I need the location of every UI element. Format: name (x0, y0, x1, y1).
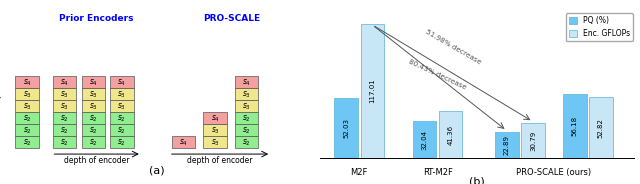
FancyBboxPatch shape (15, 76, 39, 89)
Text: 51.98% decrease: 51.98% decrease (424, 28, 482, 65)
FancyBboxPatch shape (204, 124, 227, 137)
FancyBboxPatch shape (110, 137, 134, 148)
Text: $s_3$: $s_3$ (211, 137, 220, 148)
Text: input tokens: input tokens (0, 57, 2, 105)
Text: 117.01: 117.01 (369, 79, 375, 103)
Bar (495, 132, 518, 158)
FancyBboxPatch shape (235, 76, 259, 89)
Bar (360, 24, 384, 158)
Text: 80.43% decrease: 80.43% decrease (408, 58, 467, 90)
Text: $s_2$: $s_2$ (89, 113, 98, 124)
FancyBboxPatch shape (53, 100, 77, 112)
Text: $s_3$: $s_3$ (243, 101, 252, 112)
Text: depth of encoder: depth of encoder (64, 156, 129, 165)
FancyBboxPatch shape (235, 124, 259, 137)
FancyBboxPatch shape (172, 137, 195, 148)
FancyBboxPatch shape (110, 112, 134, 124)
Text: 32.04: 32.04 (422, 130, 428, 150)
Bar (521, 123, 545, 158)
Text: $s_4$: $s_4$ (117, 77, 127, 88)
Text: 22.89: 22.89 (504, 135, 510, 155)
Text: $s_3$: $s_3$ (211, 125, 220, 136)
Text: $s_2$: $s_2$ (60, 113, 69, 124)
Text: $s_3$: $s_3$ (243, 89, 252, 100)
Text: $s_3$: $s_3$ (22, 101, 31, 112)
Bar (439, 111, 463, 158)
Text: $s_2$: $s_2$ (89, 125, 98, 136)
FancyBboxPatch shape (110, 89, 134, 100)
FancyBboxPatch shape (110, 100, 134, 112)
FancyBboxPatch shape (82, 137, 105, 148)
Text: $s_2$: $s_2$ (89, 137, 98, 148)
Text: depth of encoder: depth of encoder (188, 156, 253, 165)
Text: $s_4$: $s_4$ (211, 113, 220, 124)
FancyBboxPatch shape (82, 89, 105, 100)
Text: $s_2$: $s_2$ (243, 113, 251, 124)
Text: $s_2$: $s_2$ (60, 125, 69, 136)
FancyBboxPatch shape (82, 76, 105, 89)
FancyBboxPatch shape (82, 124, 105, 137)
Text: $s_2$: $s_2$ (60, 137, 69, 148)
Text: $s_3$: $s_3$ (89, 89, 98, 100)
FancyBboxPatch shape (15, 137, 39, 148)
Legend: PQ (%), Enc. GFLOPs: PQ (%), Enc. GFLOPs (566, 13, 633, 41)
Bar (413, 121, 436, 158)
Text: $s_4$: $s_4$ (179, 137, 188, 148)
FancyBboxPatch shape (235, 100, 259, 112)
Text: $s_2$: $s_2$ (243, 137, 251, 148)
FancyBboxPatch shape (235, 112, 259, 124)
FancyBboxPatch shape (235, 137, 259, 148)
Text: $s_3$: $s_3$ (117, 89, 127, 100)
Text: $s_4$: $s_4$ (89, 77, 98, 88)
FancyBboxPatch shape (53, 124, 77, 137)
Text: 30.79: 30.79 (530, 130, 536, 151)
FancyBboxPatch shape (53, 112, 77, 124)
FancyBboxPatch shape (235, 89, 259, 100)
FancyBboxPatch shape (82, 100, 105, 112)
Text: $s_3$: $s_3$ (117, 101, 127, 112)
FancyBboxPatch shape (110, 124, 134, 137)
FancyBboxPatch shape (15, 89, 39, 100)
Text: $s_3$: $s_3$ (89, 101, 98, 112)
FancyBboxPatch shape (204, 137, 227, 148)
FancyBboxPatch shape (110, 76, 134, 89)
Text: Prior Encoders: Prior Encoders (60, 14, 134, 23)
Text: $s_2$: $s_2$ (23, 137, 31, 148)
Bar (334, 98, 358, 158)
Text: $s_3$: $s_3$ (60, 101, 69, 112)
FancyBboxPatch shape (53, 76, 77, 89)
Text: (a): (a) (149, 166, 164, 176)
Text: 56.18: 56.18 (572, 116, 578, 136)
Text: $s_2$: $s_2$ (118, 113, 126, 124)
Text: $s_2$: $s_2$ (243, 125, 251, 136)
Text: (b): (b) (469, 177, 484, 184)
Text: $s_4$: $s_4$ (60, 77, 69, 88)
Text: 52.03: 52.03 (343, 118, 349, 138)
FancyBboxPatch shape (204, 112, 227, 124)
Text: $s_4$: $s_4$ (242, 77, 252, 88)
FancyBboxPatch shape (53, 137, 77, 148)
FancyBboxPatch shape (15, 100, 39, 112)
Text: 41.36: 41.36 (447, 124, 454, 144)
Bar (589, 98, 612, 158)
Text: 52.82: 52.82 (598, 118, 604, 138)
Text: $s_3$: $s_3$ (60, 89, 69, 100)
Text: PRO-SCALE: PRO-SCALE (204, 14, 260, 23)
Text: $s_2$: $s_2$ (118, 137, 126, 148)
FancyBboxPatch shape (82, 112, 105, 124)
Text: $s_2$: $s_2$ (118, 125, 126, 136)
Text: $s_2$: $s_2$ (23, 113, 31, 124)
FancyBboxPatch shape (15, 112, 39, 124)
Text: $s_3$: $s_3$ (22, 89, 31, 100)
Bar (563, 94, 587, 158)
Text: $s_4$: $s_4$ (22, 77, 31, 88)
Text: $s_2$: $s_2$ (23, 125, 31, 136)
FancyBboxPatch shape (15, 124, 39, 137)
FancyBboxPatch shape (53, 89, 77, 100)
